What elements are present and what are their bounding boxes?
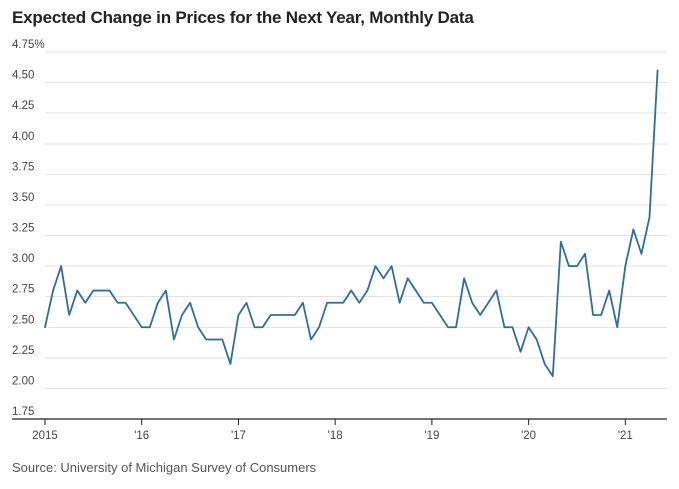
- x-tick-label: '19: [424, 430, 439, 442]
- y-tick-label: 2.00: [12, 375, 34, 387]
- gridlines: [45, 51, 667, 389]
- y-axis-tick-labels: 1.75 2.00 2.25 2.50 2.75 3.00 3.25 3.50 3.75 4.00…: [12, 39, 45, 418]
- x-tick-label: 2015: [32, 430, 58, 442]
- y-tick-label: 4.75%: [12, 39, 45, 51]
- x-tick-label: '21: [618, 430, 633, 442]
- source-note: Source: University of Michigan Survey of…: [12, 460, 317, 475]
- y-tick-label: 4.25: [12, 100, 34, 112]
- y-tick-label: 2.75: [12, 284, 34, 296]
- x-tick-label: '17: [231, 430, 246, 442]
- y-tick-label: 3.00: [12, 253, 34, 265]
- series-lines: [44, 69, 659, 378]
- y-tick-label: 3.75: [12, 161, 34, 173]
- y-tick-label: 4.50: [12, 70, 34, 82]
- y-tick-label: 4.00: [12, 131, 34, 143]
- y-tick-label: 2.50: [12, 314, 34, 326]
- y-tick-label: 3.25: [12, 223, 34, 235]
- chart-title: Expected Change in Prices for the Next Y…: [12, 8, 474, 27]
- x-axis: 2015 '16 '17 '18 '19 '20 '21: [12, 418, 667, 442]
- y-tick-label: 3.50: [12, 192, 34, 204]
- x-tick-label: '18: [328, 430, 343, 442]
- y-tick-label: 2.25: [12, 345, 34, 357]
- x-tick-label: '20: [521, 430, 536, 442]
- series-line: [44, 69, 659, 378]
- y-tick-label: 1.75: [12, 406, 34, 418]
- x-tick-label: '16: [134, 430, 149, 442]
